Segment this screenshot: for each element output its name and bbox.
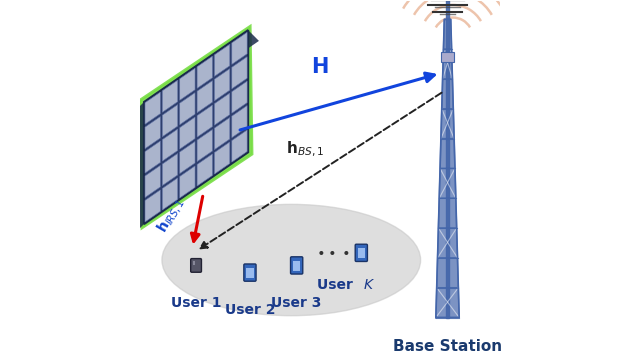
Polygon shape [163, 129, 178, 161]
Text: User: User [317, 278, 358, 292]
Polygon shape [197, 130, 212, 161]
Polygon shape [163, 153, 178, 185]
Text: H: H [311, 57, 329, 77]
Polygon shape [446, 0, 449, 317]
Polygon shape [140, 26, 252, 228]
Polygon shape [144, 30, 259, 113]
Polygon shape [133, 102, 144, 235]
Polygon shape [442, 79, 453, 109]
Polygon shape [145, 92, 160, 124]
Polygon shape [232, 57, 247, 89]
FancyBboxPatch shape [291, 257, 303, 274]
Polygon shape [180, 166, 195, 198]
Polygon shape [232, 81, 247, 113]
FancyBboxPatch shape [355, 244, 367, 261]
Polygon shape [180, 68, 195, 100]
Polygon shape [163, 178, 178, 210]
Polygon shape [144, 30, 248, 224]
Text: $\mathbf{h}_{IRS,1}$: $\mathbf{h}_{IRS,1}$ [154, 194, 188, 236]
Polygon shape [163, 105, 178, 137]
Polygon shape [438, 198, 457, 228]
Text: $K$: $K$ [363, 278, 375, 292]
FancyBboxPatch shape [244, 264, 256, 281]
Polygon shape [438, 228, 458, 258]
Polygon shape [197, 154, 212, 186]
Polygon shape [197, 81, 212, 113]
Polygon shape [232, 32, 247, 64]
Polygon shape [197, 105, 212, 137]
Text: Base Station: Base Station [393, 339, 502, 354]
Ellipse shape [162, 205, 420, 316]
Polygon shape [232, 106, 247, 138]
Polygon shape [214, 44, 230, 76]
Polygon shape [214, 69, 230, 101]
Polygon shape [232, 130, 247, 162]
Polygon shape [145, 190, 160, 222]
Bar [193, 261, 195, 265]
Polygon shape [180, 117, 195, 149]
Polygon shape [441, 109, 454, 139]
Polygon shape [197, 56, 212, 88]
Polygon shape [436, 258, 458, 288]
Polygon shape [180, 142, 195, 173]
Polygon shape [214, 142, 230, 174]
Text: User 3: User 3 [271, 296, 322, 310]
Bar [441, 52, 454, 63]
Bar [293, 261, 300, 271]
Polygon shape [145, 165, 160, 198]
Text: User 2: User 2 [225, 303, 275, 317]
Polygon shape [444, 19, 452, 49]
Text: $\mathbf{h}_{BS,1}$: $\mathbf{h}_{BS,1}$ [287, 140, 324, 159]
Polygon shape [145, 141, 160, 173]
FancyBboxPatch shape [191, 258, 202, 272]
Polygon shape [180, 93, 195, 125]
Polygon shape [214, 118, 230, 150]
Text: User 1: User 1 [171, 296, 221, 310]
Polygon shape [214, 93, 230, 125]
Polygon shape [163, 80, 178, 112]
Bar [246, 268, 253, 278]
Text: $\bullet\bullet\bullet$: $\bullet\bullet\bullet$ [316, 244, 349, 258]
Bar [358, 248, 365, 258]
Polygon shape [440, 139, 455, 168]
Polygon shape [439, 168, 456, 198]
Polygon shape [145, 117, 160, 149]
Polygon shape [443, 49, 452, 79]
Polygon shape [436, 288, 459, 317]
